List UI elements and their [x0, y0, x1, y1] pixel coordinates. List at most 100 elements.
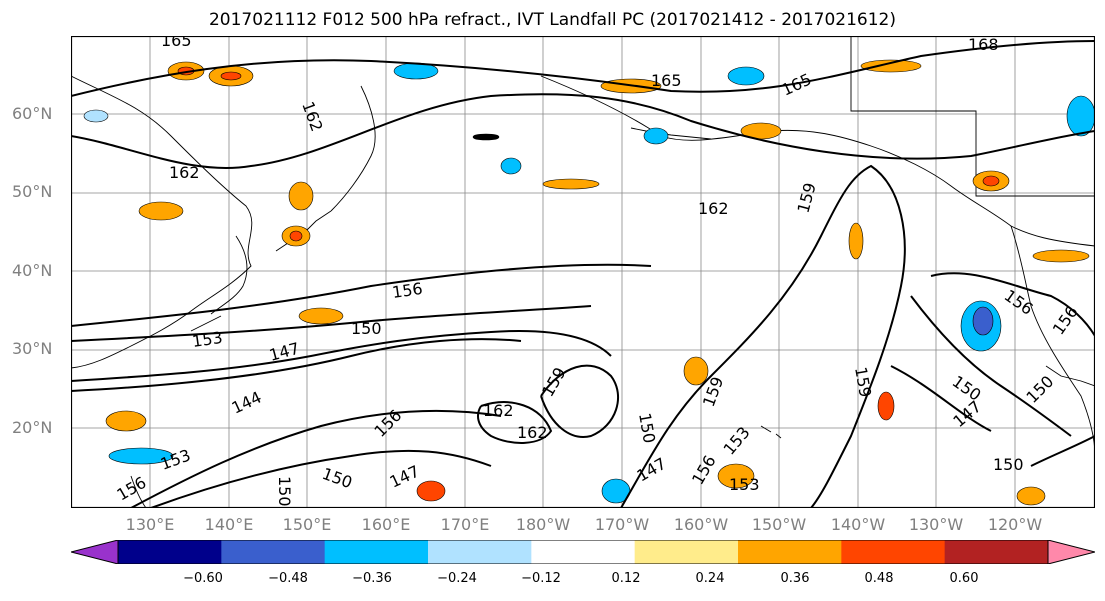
contour-label: 153: [191, 328, 224, 351]
colorbar: [71, 540, 1095, 564]
colorbar-segment: [738, 540, 842, 564]
lon-label-130e: 130°E: [125, 515, 175, 534]
contour-label: 156: [391, 279, 424, 302]
contour-159: [540, 364, 620, 438]
positive-anomaly: [1016, 486, 1046, 506]
colorbar-tick: 0.36: [780, 571, 810, 586]
negative-anomaly: [1066, 95, 1095, 137]
negative-anomaly: [643, 127, 669, 145]
contour-label: 150: [351, 319, 382, 338]
coast-kamchatka: [330, 85, 376, 212]
coast-north-america: [1010, 225, 1095, 457]
colorbar-tick: 0.24: [695, 571, 725, 586]
jet-ellipse: [472, 133, 500, 141]
positive-anomaly: [848, 222, 864, 260]
positive-anomaly: [717, 463, 755, 489]
coast-japan: [190, 235, 248, 332]
contour-label: 162: [169, 163, 200, 182]
colorbar-segment: [531, 540, 636, 564]
contour-162: [71, 93, 1095, 170]
contour-label: 150: [275, 476, 294, 507]
lat-label-60n: 60°N: [12, 104, 53, 123]
colorbar-segment: [634, 540, 739, 564]
lon-label-150w: 150°W: [751, 515, 807, 534]
contour-156: [71, 263, 652, 327]
colorbar-tick: 0.60: [949, 571, 979, 586]
lon-label-120w: 120°W: [987, 515, 1043, 534]
contour-label: 162: [483, 401, 514, 420]
contour-label: 150: [993, 455, 1024, 474]
contour-153: [71, 305, 592, 342]
contour-label: 165: [651, 71, 682, 90]
positive-anomaly: [138, 201, 184, 221]
negative-anomaly: [108, 447, 174, 465]
map-border: [71, 36, 1095, 508]
contour-label: 162: [517, 423, 548, 442]
negative-anomaly: [500, 157, 522, 175]
graticule: [71, 36, 1095, 508]
positive-anomaly: [416, 480, 446, 502]
contour-south-2: [150, 449, 492, 508]
colorbar-segment: [944, 540, 1049, 564]
colorbar-segment: [118, 540, 222, 564]
lon-label-170w: 170°W: [594, 515, 650, 534]
positive-anomaly: [298, 307, 344, 325]
border-us-mexico: [1045, 365, 1095, 387]
coast-philippines: [130, 475, 147, 508]
contour-162-low: [477, 401, 553, 444]
lon-label-140w: 140°W: [830, 515, 886, 534]
contour-150-se: [1030, 435, 1095, 467]
border-canada: [850, 36, 1095, 197]
contour-165: [71, 40, 1095, 97]
negative-anomaly: [727, 66, 765, 86]
colorbar-segment: [324, 540, 429, 564]
lon-label-160e: 160°E: [361, 515, 411, 534]
colorbar-segment: [428, 540, 532, 564]
contour-label: 153: [729, 475, 760, 494]
positive-anomaly: [1032, 249, 1090, 263]
colorbar-tick: 0.48: [864, 571, 894, 586]
lat-label-20n: 20°N: [12, 418, 53, 437]
contour-trough: [620, 164, 906, 508]
positive-anomaly: [683, 356, 709, 386]
lat-label-50n: 50°N: [12, 182, 53, 201]
refract-shading: [83, 59, 1095, 506]
lon-label-180w: 180°W: [515, 515, 571, 534]
positive-anomaly: [542, 178, 600, 190]
contour-147: [71, 338, 522, 392]
lat-label-30n: 30°N: [12, 339, 53, 358]
coast-asia: [71, 75, 253, 369]
colorbar-extend-low: [71, 540, 118, 564]
colorbar-tick: −0.36: [352, 571, 392, 586]
lon-label-160w: 160°W: [673, 515, 729, 534]
lon-label-130w: 130°W: [908, 515, 964, 534]
coast-aleutians: [630, 127, 712, 140]
colorbar-extend-high: [1048, 540, 1095, 564]
positive-anomaly: [860, 59, 922, 73]
positive-anomaly: [105, 410, 147, 432]
map-title: 2017021112 F012 500 hPa refract., IVT La…: [208, 10, 896, 30]
contour-label: 165: [161, 36, 192, 50]
lat-label-40n: 40°N: [12, 261, 53, 280]
contour-150-east: [910, 295, 1072, 437]
contour-label: 168: [968, 36, 999, 54]
contour-156-east: [930, 272, 1095, 337]
colorbar-tick: −0.12: [521, 571, 561, 586]
contour-label: 162: [698, 199, 729, 218]
contour-south: [130, 409, 502, 508]
colorbar-tick: 0.12: [611, 571, 641, 586]
colorbar-segment: [841, 540, 946, 564]
negative-anomaly: [83, 109, 109, 123]
colorbar-segment: [221, 540, 326, 564]
map-panel: 165 162 165 165 168 162 162 159 156 153 …: [71, 36, 1095, 508]
positive-anomaly: [288, 181, 314, 211]
contour-147-east: [890, 365, 992, 432]
lon-label-150e: 150°E: [282, 515, 332, 534]
colorbar-tick: −0.24: [437, 571, 477, 586]
contour-lines: [71, 40, 1095, 508]
lon-label-140e: 140°E: [204, 515, 254, 534]
contour-150: [71, 330, 612, 382]
lon-label-170e: 170°E: [440, 515, 490, 534]
positive-anomaly: [877, 391, 895, 421]
coast-hawaii: [760, 425, 782, 439]
